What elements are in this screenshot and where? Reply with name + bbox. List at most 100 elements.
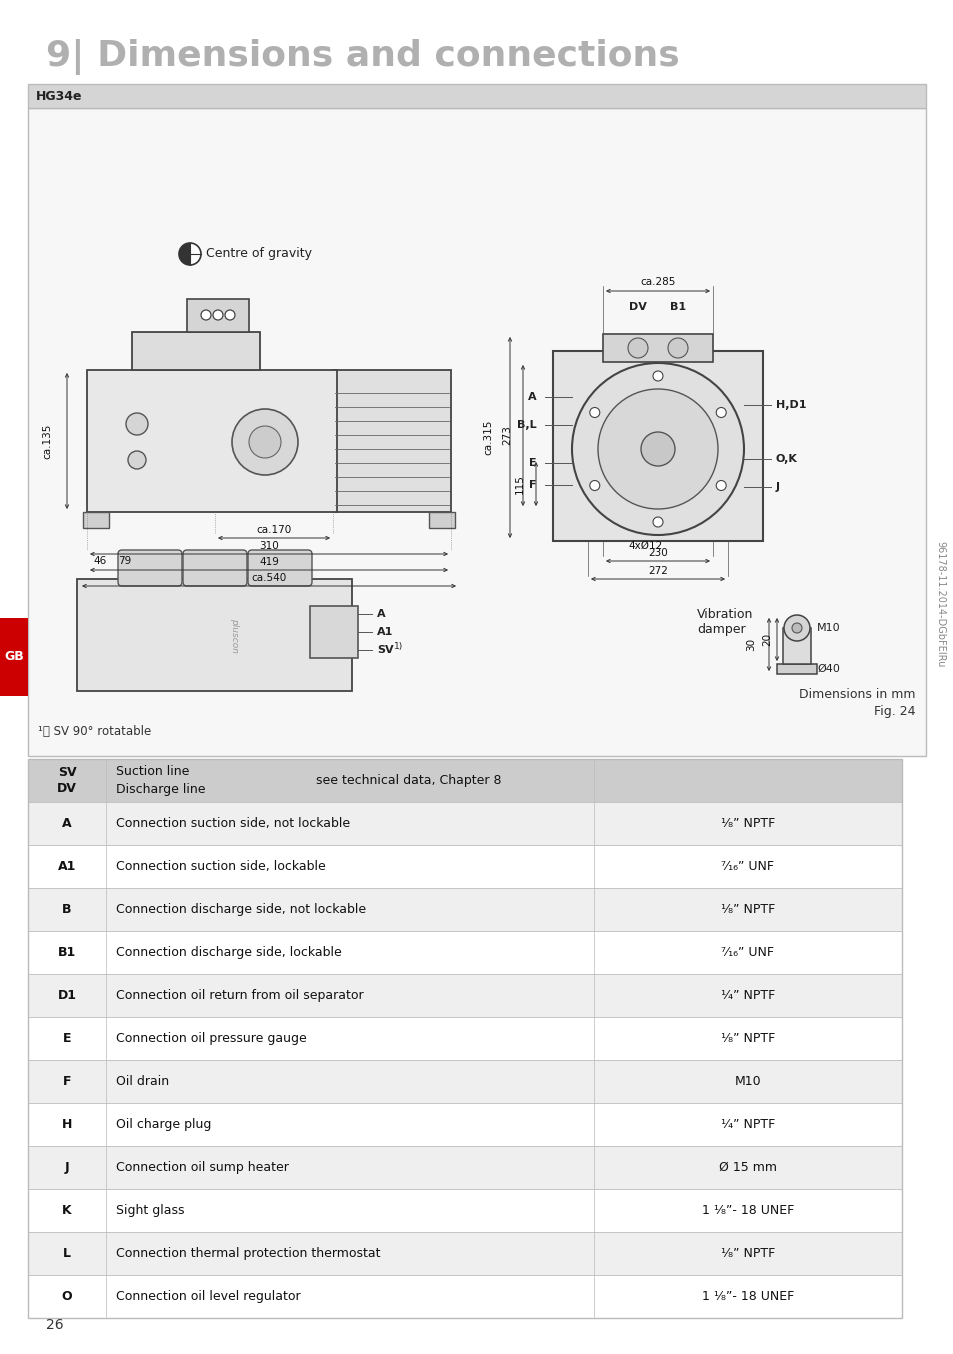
Text: Connection thermal protection thermostat: Connection thermal protection thermostat (116, 1247, 380, 1261)
FancyBboxPatch shape (118, 550, 182, 586)
Text: Connection oil pressure gauge: Connection oil pressure gauge (116, 1032, 307, 1045)
Text: Vibration
damper: Vibration damper (697, 608, 753, 636)
Text: SV: SV (57, 766, 76, 779)
FancyBboxPatch shape (28, 1060, 901, 1104)
Text: B: B (62, 903, 71, 917)
Text: A1: A1 (376, 627, 393, 636)
Text: F: F (529, 481, 537, 490)
Circle shape (598, 389, 718, 509)
Text: 4xØ12: 4xØ12 (628, 542, 662, 551)
Text: A: A (376, 609, 385, 619)
Text: 1 ¹⁄₈”- 18 UNEF: 1 ¹⁄₈”- 18 UNEF (701, 1290, 793, 1303)
Text: Connection oil sump heater: Connection oil sump heater (116, 1160, 289, 1174)
FancyBboxPatch shape (28, 760, 901, 802)
FancyBboxPatch shape (28, 845, 901, 888)
Text: H: H (62, 1118, 72, 1131)
Text: Dimensions in mm: Dimensions in mm (799, 688, 915, 701)
FancyBboxPatch shape (83, 512, 109, 528)
Text: A: A (528, 393, 537, 402)
Text: HG34e: HG34e (36, 89, 82, 103)
Text: Oil drain: Oil drain (116, 1075, 169, 1089)
Circle shape (716, 481, 725, 490)
Text: A: A (62, 816, 71, 830)
FancyBboxPatch shape (28, 1017, 901, 1060)
Text: ¹⁄₈” NPTF: ¹⁄₈” NPTF (720, 1247, 774, 1261)
FancyBboxPatch shape (28, 1232, 901, 1275)
FancyBboxPatch shape (429, 512, 455, 528)
Text: K: K (62, 1204, 71, 1217)
Circle shape (667, 338, 687, 357)
Text: O,K: O,K (775, 454, 797, 464)
Circle shape (652, 371, 662, 380)
FancyBboxPatch shape (28, 932, 901, 974)
Text: Fig. 24: Fig. 24 (874, 705, 915, 718)
Text: ¹⁄₈” NPTF: ¹⁄₈” NPTF (720, 1032, 774, 1045)
Text: 96178-11.2014-DGbFEIRu: 96178-11.2014-DGbFEIRu (934, 540, 944, 668)
Text: Ø40: Ø40 (816, 663, 839, 674)
Text: D1: D1 (57, 988, 76, 1002)
Text: ca.170: ca.170 (256, 525, 292, 535)
Circle shape (783, 615, 809, 640)
FancyBboxPatch shape (28, 974, 901, 1017)
Text: ¹⁄₈” NPTF: ¹⁄₈” NPTF (720, 816, 774, 830)
Text: 419: 419 (259, 556, 278, 567)
Text: Connection discharge side, not lockable: Connection discharge side, not lockable (116, 903, 366, 917)
FancyBboxPatch shape (28, 1145, 901, 1189)
Text: pluscon: pluscon (231, 619, 239, 654)
Text: 9| Dimensions and connections: 9| Dimensions and connections (46, 39, 679, 74)
Text: 273: 273 (501, 425, 512, 445)
Circle shape (232, 409, 297, 475)
Circle shape (572, 363, 743, 535)
Text: SV: SV (376, 645, 394, 655)
Text: 30: 30 (745, 638, 755, 651)
Text: 115: 115 (515, 474, 524, 494)
Text: Discharge line: Discharge line (116, 783, 205, 796)
Text: A1: A1 (58, 860, 76, 873)
Text: B,L: B,L (517, 420, 537, 431)
Text: see technical data, Chapter 8: see technical data, Chapter 8 (315, 774, 501, 787)
Text: ¹⧩ SV 90° rotatable: ¹⧩ SV 90° rotatable (38, 724, 152, 738)
Circle shape (652, 517, 662, 527)
FancyBboxPatch shape (28, 108, 925, 756)
Text: O: O (62, 1290, 72, 1303)
Text: ⁷⁄₁₆” UNF: ⁷⁄₁₆” UNF (720, 946, 774, 959)
Text: 310: 310 (259, 542, 278, 551)
Text: B1: B1 (669, 302, 685, 311)
Text: 46: 46 (93, 556, 107, 566)
Circle shape (589, 481, 599, 490)
Text: E: E (529, 458, 537, 468)
Text: ca.135: ca.135 (42, 424, 52, 459)
Text: ca.285: ca.285 (639, 278, 675, 287)
FancyBboxPatch shape (782, 628, 810, 663)
Text: Connection oil level regulator: Connection oil level regulator (116, 1290, 300, 1303)
Text: 20: 20 (761, 632, 771, 646)
Circle shape (249, 427, 281, 458)
FancyBboxPatch shape (0, 617, 28, 696)
Text: B1: B1 (58, 946, 76, 959)
Circle shape (627, 338, 647, 357)
Circle shape (225, 310, 234, 320)
Text: ¹⁄₄” NPTF: ¹⁄₄” NPTF (720, 988, 774, 1002)
Text: E: E (63, 1032, 71, 1045)
Text: 1): 1) (394, 642, 403, 650)
Text: 272: 272 (647, 566, 667, 575)
Text: 26: 26 (46, 1317, 64, 1332)
Text: 1 ¹⁄₈”- 18 UNEF: 1 ¹⁄₈”- 18 UNEF (701, 1204, 793, 1217)
Circle shape (589, 408, 599, 417)
Text: ¹⁄₄” NPTF: ¹⁄₄” NPTF (720, 1118, 774, 1131)
Text: M10: M10 (816, 623, 840, 634)
Text: Connection suction side, lockable: Connection suction side, lockable (116, 860, 325, 873)
Text: ca.540: ca.540 (251, 573, 286, 584)
FancyBboxPatch shape (87, 370, 336, 512)
Circle shape (128, 451, 146, 468)
FancyBboxPatch shape (28, 84, 925, 108)
FancyBboxPatch shape (333, 370, 451, 512)
FancyBboxPatch shape (28, 1275, 901, 1317)
Text: Centre of gravity: Centre of gravity (206, 248, 312, 260)
Circle shape (791, 623, 801, 634)
Text: Ø 15 mm: Ø 15 mm (719, 1160, 776, 1174)
FancyBboxPatch shape (187, 299, 249, 332)
FancyBboxPatch shape (602, 334, 712, 362)
FancyBboxPatch shape (28, 1104, 901, 1145)
FancyBboxPatch shape (77, 580, 352, 691)
